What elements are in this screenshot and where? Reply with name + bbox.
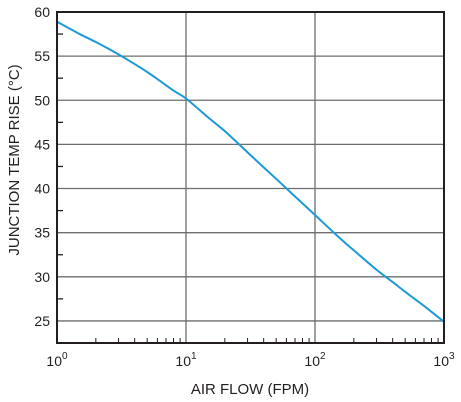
x-tick-label: 103 [433,351,455,369]
y-tick-label: 50 [34,92,50,108]
x-tick-label: 102 [304,351,326,369]
y-tick-label: 60 [34,4,50,20]
x-tick-base: 10 [46,353,62,369]
x-tick-exponent: 3 [449,351,455,362]
y-tick-labels: 25 30 35 40 45 50 55 60 [34,4,50,329]
y-tick-label: 45 [34,136,50,152]
y-tick-label: 40 [34,181,50,197]
x-tick-exponent: 2 [320,351,326,362]
x-tick-base: 10 [304,353,320,369]
x-tick-base: 10 [175,353,191,369]
grid [57,12,444,343]
x-tick-label: 100 [46,351,68,369]
series-layer [56,20,445,323]
x-tick-base: 10 [433,353,449,369]
plot-frame [56,11,445,344]
y-tick-label: 55 [34,48,50,64]
y-tick-label: 30 [34,269,50,285]
y-tick-label: 25 [34,313,50,329]
x-tick-labels: 100 101 102 103 [46,351,455,369]
y-tick-label: 35 [34,225,50,241]
series-line [56,20,445,323]
x-tick-exponent: 1 [191,351,197,362]
x-tick-label: 101 [175,351,197,369]
x-tick-exponent: 0 [62,351,68,362]
y-axis-title: JUNCTION TEMP RISE (°C) [6,64,23,255]
x-axis-title: AIR FLOW (FPM) [191,381,309,398]
